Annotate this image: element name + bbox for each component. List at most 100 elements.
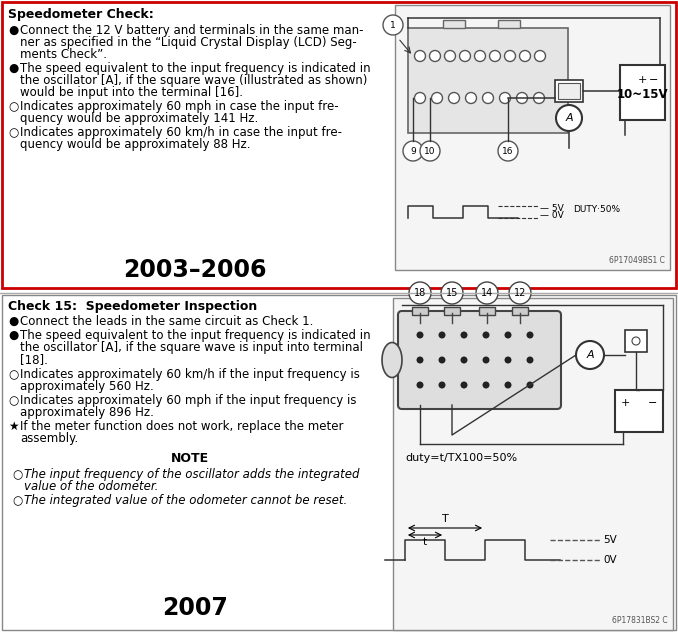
Text: 16: 16	[502, 147, 514, 156]
Text: ○: ○	[12, 468, 22, 481]
Circle shape	[534, 93, 544, 104]
FancyBboxPatch shape	[625, 330, 647, 352]
Text: ●: ●	[8, 24, 18, 37]
Circle shape	[500, 93, 511, 104]
FancyBboxPatch shape	[398, 311, 561, 409]
Text: — 0V: — 0V	[540, 211, 563, 220]
Circle shape	[466, 93, 477, 104]
FancyBboxPatch shape	[412, 307, 428, 315]
Text: 10: 10	[424, 147, 436, 156]
Circle shape	[460, 356, 468, 364]
Circle shape	[556, 105, 582, 131]
Circle shape	[439, 356, 445, 364]
FancyBboxPatch shape	[408, 28, 568, 133]
Text: The input frequency of the oscillator adds the integrated: The input frequency of the oscillator ad…	[24, 468, 359, 481]
Circle shape	[445, 51, 456, 61]
FancyBboxPatch shape	[444, 307, 460, 315]
Text: 12: 12	[514, 288, 526, 298]
Text: ments Check”.: ments Check”.	[20, 48, 107, 61]
Text: DUTY·50%: DUTY·50%	[573, 205, 620, 214]
Circle shape	[429, 51, 441, 61]
Circle shape	[498, 141, 518, 161]
Text: 6P17831BS2 C: 6P17831BS2 C	[612, 616, 668, 625]
FancyBboxPatch shape	[558, 83, 580, 99]
Text: Indicates approximately 60 mph if the input frequency is: Indicates approximately 60 mph if the in…	[20, 394, 357, 407]
Text: Indicates approximately 60 mph in case the input fre-: Indicates approximately 60 mph in case t…	[20, 100, 338, 113]
FancyBboxPatch shape	[620, 65, 665, 120]
Text: ○: ○	[8, 394, 18, 407]
Text: 5V: 5V	[603, 535, 617, 545]
Circle shape	[483, 332, 490, 339]
Circle shape	[416, 381, 424, 388]
FancyBboxPatch shape	[512, 307, 528, 315]
Text: Connect the 12 V battery and terminals in the same man-: Connect the 12 V battery and terminals i…	[20, 24, 363, 37]
Text: The integrated value of the odometer cannot be reset.: The integrated value of the odometer can…	[24, 494, 347, 507]
Text: −: −	[650, 75, 659, 85]
Text: +: +	[637, 75, 647, 85]
Text: 2007: 2007	[162, 596, 228, 620]
Text: approximately 896 Hz.: approximately 896 Hz.	[20, 406, 154, 419]
Circle shape	[416, 356, 424, 364]
Text: ○: ○	[12, 494, 22, 507]
Circle shape	[383, 15, 403, 35]
Text: 2003–2006: 2003–2006	[123, 258, 266, 282]
FancyBboxPatch shape	[393, 298, 673, 630]
FancyBboxPatch shape	[443, 20, 465, 28]
Circle shape	[441, 282, 463, 304]
Text: If the meter function does not work, replace the meter: If the meter function does not work, rep…	[20, 420, 344, 433]
Text: the oscillator [A], if the square wave is input into terminal: the oscillator [A], if the square wave i…	[20, 341, 363, 354]
Circle shape	[519, 51, 530, 61]
Circle shape	[517, 93, 527, 104]
Text: ○: ○	[8, 100, 18, 113]
Text: quency would be approximately 141 Hz.: quency would be approximately 141 Hz.	[20, 112, 258, 125]
Text: assembly.: assembly.	[20, 432, 78, 445]
Text: 18: 18	[414, 288, 426, 298]
Circle shape	[504, 332, 511, 339]
Circle shape	[527, 381, 534, 388]
Text: ○: ○	[8, 126, 18, 139]
Circle shape	[460, 332, 468, 339]
Circle shape	[476, 282, 498, 304]
Circle shape	[449, 93, 460, 104]
Circle shape	[403, 141, 423, 161]
Circle shape	[534, 51, 546, 61]
Circle shape	[504, 381, 511, 388]
Text: ●: ●	[8, 62, 18, 75]
Circle shape	[416, 332, 424, 339]
Text: Speedometer Check:: Speedometer Check:	[8, 8, 154, 21]
Text: A: A	[586, 350, 594, 360]
Circle shape	[475, 51, 485, 61]
Text: T: T	[441, 514, 448, 524]
Text: ner as specified in the “Liquid Crystal Display (LCD) Seg-: ner as specified in the “Liquid Crystal …	[20, 36, 357, 49]
FancyBboxPatch shape	[2, 2, 676, 288]
FancyBboxPatch shape	[395, 5, 670, 270]
Text: would be input into the terminal [16].: would be input into the terminal [16].	[20, 86, 243, 99]
Text: the oscillator [A], if the square wave (illustrated as shown): the oscillator [A], if the square wave (…	[20, 74, 367, 87]
Text: −: −	[648, 398, 658, 408]
Text: — 5V: — 5V	[540, 204, 563, 213]
Text: 0V: 0V	[603, 555, 616, 565]
Text: 1: 1	[390, 20, 396, 29]
Text: 6P17049BS1 C: 6P17049BS1 C	[609, 256, 665, 265]
Text: Check 15:  Speedometer Inspection: Check 15: Speedometer Inspection	[8, 300, 257, 313]
FancyBboxPatch shape	[498, 20, 520, 28]
Circle shape	[509, 282, 531, 304]
Text: 9: 9	[410, 147, 416, 156]
Circle shape	[504, 356, 511, 364]
Text: The speed equivalent to the input frequency is indicated in: The speed equivalent to the input freque…	[20, 62, 371, 75]
Circle shape	[420, 141, 440, 161]
Circle shape	[527, 356, 534, 364]
Text: ●: ●	[8, 329, 18, 342]
Circle shape	[483, 93, 494, 104]
Text: NOTE: NOTE	[171, 452, 209, 465]
Circle shape	[576, 341, 604, 369]
Circle shape	[483, 356, 490, 364]
Ellipse shape	[382, 342, 402, 378]
Circle shape	[414, 51, 426, 61]
Text: A: A	[565, 113, 573, 123]
Text: Indicates approximately 60 km/h in case the input fre-: Indicates approximately 60 km/h in case …	[20, 126, 342, 139]
Text: Connect the leads in the same circuit as Check 1.: Connect the leads in the same circuit as…	[20, 315, 313, 328]
Circle shape	[460, 381, 468, 388]
Text: duty=t/TX100=50%: duty=t/TX100=50%	[405, 453, 517, 463]
Text: 14: 14	[481, 288, 493, 298]
